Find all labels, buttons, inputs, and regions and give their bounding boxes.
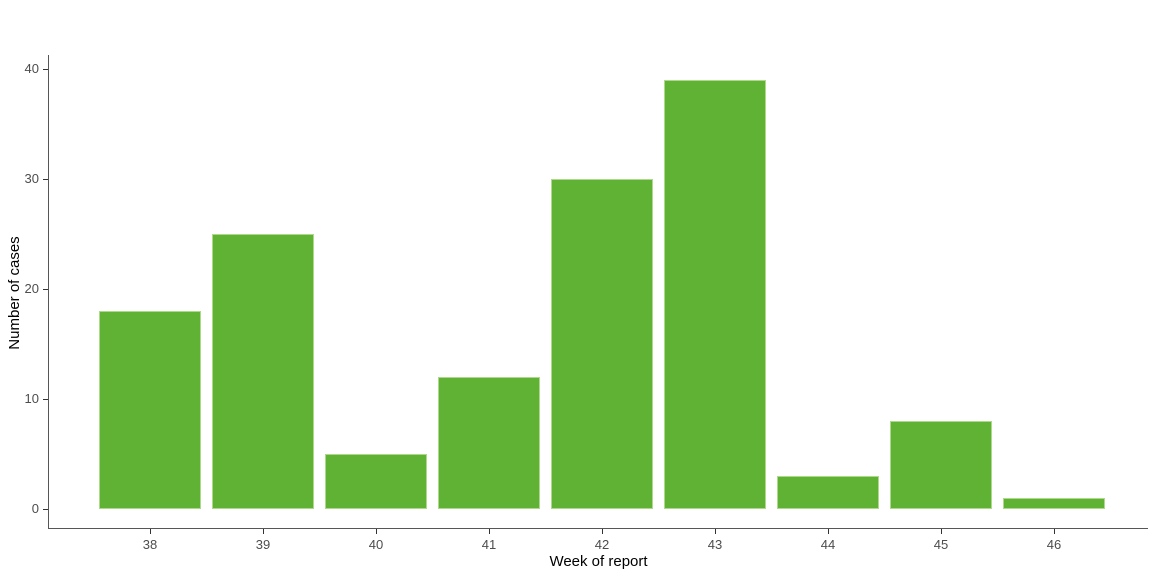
bar <box>212 234 314 509</box>
x-tick-mark <box>150 529 151 534</box>
x-tick-label: 42 <box>594 537 610 552</box>
x-tick-label: 44 <box>820 537 836 552</box>
y-tick-mark <box>43 399 48 400</box>
bar <box>325 454 427 509</box>
x-axis-title: Week of report <box>549 553 648 570</box>
x-tick-mark <box>941 529 942 534</box>
y-tick-label: 30 <box>24 171 39 186</box>
y-tick-mark <box>43 289 48 290</box>
x-tick-mark <box>1054 529 1055 534</box>
y-tick-label: 20 <box>24 281 39 296</box>
bar <box>99 311 201 509</box>
bar <box>1003 498 1105 509</box>
bar <box>890 421 992 509</box>
y-tick-label: 40 <box>24 61 39 76</box>
x-tick-mark <box>263 529 264 534</box>
x-tick-label: 46 <box>1046 537 1062 552</box>
bar <box>438 377 540 509</box>
x-tick-mark <box>602 529 603 534</box>
x-tick-mark <box>828 529 829 534</box>
x-tick-label: 38 <box>142 537 158 552</box>
y-tick-label: 10 <box>24 391 39 406</box>
x-tick-label: 43 <box>707 537 723 552</box>
x-tick-label: 41 <box>481 537 497 552</box>
y-tick-mark <box>43 509 48 510</box>
x-tick-label: 45 <box>933 537 949 552</box>
x-tick-label: 40 <box>368 537 384 552</box>
x-tick-mark <box>715 529 716 534</box>
bar <box>777 476 879 509</box>
y-tick-mark <box>43 179 48 180</box>
y-tick-label: 0 <box>31 501 39 516</box>
x-tick-mark <box>489 529 490 534</box>
y-axis-line <box>48 55 49 528</box>
bar <box>551 179 653 509</box>
bar <box>664 80 766 509</box>
x-axis-line <box>48 528 1148 529</box>
x-tick-mark <box>376 529 377 534</box>
y-tick-mark <box>43 69 48 70</box>
x-tick-label: 39 <box>255 537 271 552</box>
